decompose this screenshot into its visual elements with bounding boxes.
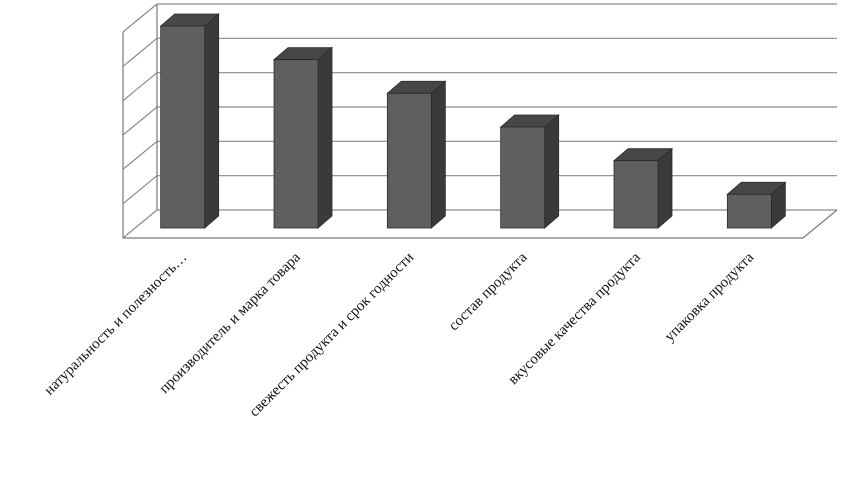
axes xyxy=(122,4,838,239)
bar-front xyxy=(273,59,319,229)
bar-side xyxy=(544,114,560,229)
bar-front xyxy=(500,126,546,229)
gridline-diagonal xyxy=(122,140,158,170)
bars xyxy=(159,13,787,229)
bar xyxy=(159,13,220,229)
gridline-diagonal xyxy=(122,175,158,205)
bar-side xyxy=(204,13,220,229)
x-tick-label: вкусовые качества продукта xyxy=(505,249,644,388)
gridlines xyxy=(122,3,837,239)
bar-side xyxy=(430,80,446,229)
bar xyxy=(612,147,674,229)
gridline-diagonal xyxy=(122,3,158,33)
x-axis-labels: натуральность и полезность…производитель… xyxy=(41,249,757,420)
bar xyxy=(386,80,447,229)
gridline-diagonal xyxy=(122,37,158,67)
x-tick-label: упаковка продукта xyxy=(662,249,758,345)
gridline-diagonal xyxy=(122,72,158,102)
bar xyxy=(272,46,334,229)
gridline-diagonal xyxy=(122,106,158,136)
bar xyxy=(499,114,560,229)
x-tick-label: состав продукта xyxy=(446,249,531,334)
bar-front xyxy=(726,193,772,229)
bar-front xyxy=(613,160,659,229)
bar-side xyxy=(657,147,673,229)
bar-front xyxy=(386,92,432,229)
gridline-diagonal xyxy=(122,209,158,239)
bar-front xyxy=(160,25,206,229)
bar xyxy=(726,181,787,229)
bar-side xyxy=(317,46,333,229)
floor-right-edge xyxy=(802,209,838,239)
